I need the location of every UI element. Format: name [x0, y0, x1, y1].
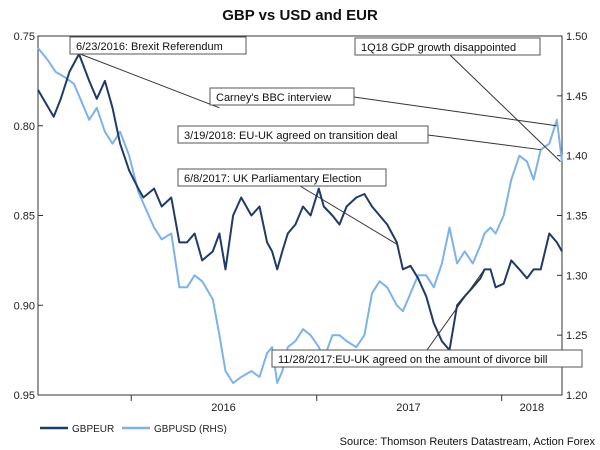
- right-axis: 1.50 1.45 1.40 1.35 1.30 1.25 1.20: [557, 31, 587, 402]
- annotation-leader: [427, 134, 541, 151]
- annotation-box: [354, 37, 541, 56]
- annotation-1: 1Q18 GDP growth disappointed: [354, 37, 561, 163]
- annotation-box: [209, 87, 355, 106]
- left-tick-label: 0.85: [14, 211, 35, 223]
- series-line-gbpeur: [37, 53, 563, 352]
- annotation-box: [271, 349, 583, 368]
- chart-title: GBP vs USD and EUR: [222, 7, 378, 24]
- left-tick-label: 0.80: [14, 121, 35, 133]
- legend-label-gbpusd: GBPUSD (RHS): [154, 424, 227, 435]
- annotation-layer: 6/23/2016: Brexit Referendum 1Q18 GDP gro…: [69, 36, 583, 368]
- left-tick-label: 0.95: [14, 390, 35, 402]
- source-note: Source: Thomson Reuters Datastream, Acti…: [340, 436, 596, 448]
- left-tick-label: 0.90: [14, 300, 35, 312]
- legend: GBPEUR GBPUSD (RHS): [40, 424, 227, 435]
- series-layer: [37, 47, 563, 384]
- annotation-label: 6/8/2017: UK Parliamentary Election: [184, 173, 361, 185]
- x-tick-label: 2017: [396, 402, 420, 414]
- right-tick-label: 1.30: [566, 270, 587, 282]
- annotation-leader: [79, 53, 220, 109]
- annotation-leader: [426, 269, 485, 351]
- series-line-gbpusd: [37, 47, 563, 384]
- annotation-leader: [449, 54, 561, 163]
- annotation-leader: [353, 96, 557, 127]
- annotation-label: 6/23/2016: Brexit Referendum: [76, 41, 223, 53]
- annotation-3: 3/19/2018: EU-UK agreed on transition de…: [177, 125, 541, 151]
- legend-label-gbpeur: GBPEUR: [72, 424, 114, 435]
- annotation-leader: [299, 185, 398, 245]
- annotation-label: Carney's BBC interview: [216, 92, 331, 104]
- annotation-box: [177, 125, 429, 144]
- annotation-2: Carney's BBC interview: [209, 87, 557, 127]
- annotation-label: 11/28/2017:EU-UK agreed on the amount of…: [278, 354, 547, 366]
- right-tick-label: 1.25: [566, 330, 587, 342]
- annotation-label: 1Q18 GDP growth disappointed: [361, 42, 516, 54]
- annotation-box: [69, 36, 247, 55]
- right-tick-label: 1.45: [566, 91, 587, 103]
- right-tick-label: 1.20: [566, 390, 587, 402]
- left-tick-label: 0.75: [14, 31, 35, 43]
- annotation-5: 11/28/2017:EU-UK agreed on the amount of…: [271, 269, 583, 368]
- left-axis: 0.75 0.80 0.85 0.90 0.95: [14, 31, 43, 402]
- right-tick-label: 1.35: [566, 211, 587, 223]
- annotation-label: 3/19/2018: EU-UK agreed on transition de…: [184, 130, 397, 142]
- x-tick-label: 2018: [520, 402, 544, 414]
- x-axis: 2016 2017 2018: [130, 395, 544, 414]
- annotation-0: 6/23/2016: Brexit Referendum: [69, 36, 247, 109]
- annotation-box: [177, 168, 387, 187]
- right-tick-label: 1.40: [566, 151, 587, 163]
- x-tick-label: 2016: [211, 402, 235, 414]
- right-tick-label: 1.50: [566, 31, 587, 43]
- annotation-4: 6/8/2017: UK Parliamentary Election: [177, 168, 398, 245]
